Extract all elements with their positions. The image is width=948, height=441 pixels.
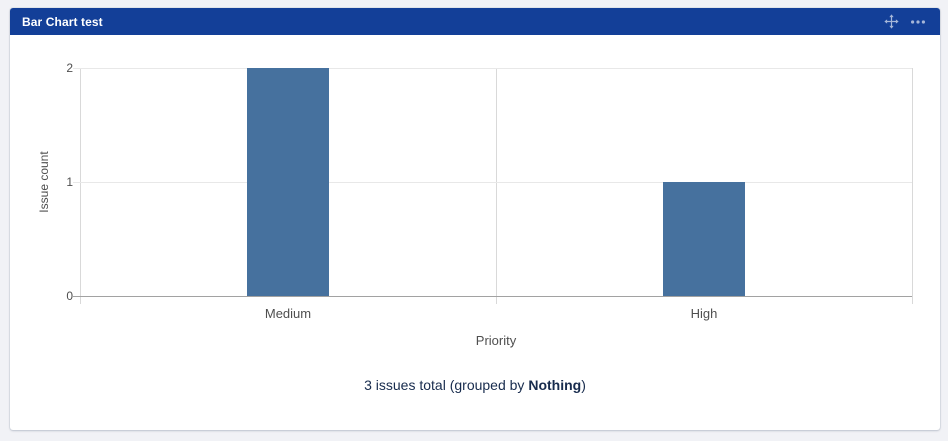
gadget-title: Bar Chart test bbox=[22, 14, 103, 29]
summary-prefix: 3 issues total (grouped by bbox=[364, 377, 529, 393]
vertical-gridline bbox=[912, 68, 913, 304]
more-options-icon[interactable] bbox=[910, 14, 926, 30]
bar-medium[interactable] bbox=[247, 68, 329, 296]
summary-suffix: ) bbox=[581, 377, 586, 393]
x-axis-title: Priority bbox=[475, 333, 517, 348]
y-tick-label: 1 bbox=[66, 175, 73, 189]
issue-count-summary: 3 issues total (grouped by Nothing) bbox=[10, 377, 940, 393]
bar-chart: Issue count Priority 0 1 2 Medium High bbox=[10, 8, 940, 430]
x-tick-label: High bbox=[690, 306, 718, 321]
gadget-header-icons bbox=[883, 14, 926, 30]
y-tick-label: 0 bbox=[66, 289, 73, 303]
vertical-gridline bbox=[80, 68, 81, 304]
vertical-gridline bbox=[496, 68, 497, 304]
x-axis-line bbox=[73, 296, 912, 297]
bar-high[interactable] bbox=[663, 182, 745, 296]
x-tick-label: Medium bbox=[264, 306, 312, 321]
gadget-header: Bar Chart test bbox=[10, 8, 940, 35]
horizontal-gridline bbox=[73, 68, 912, 69]
move-icon[interactable] bbox=[883, 14, 899, 30]
y-tick-label: 2 bbox=[66, 61, 73, 75]
summary-group-by-value: Nothing bbox=[528, 377, 582, 393]
bar-chart-gadget: Issue count Priority 0 1 2 Medium High Bar C… bbox=[10, 8, 940, 430]
horizontal-gridline bbox=[73, 182, 912, 183]
